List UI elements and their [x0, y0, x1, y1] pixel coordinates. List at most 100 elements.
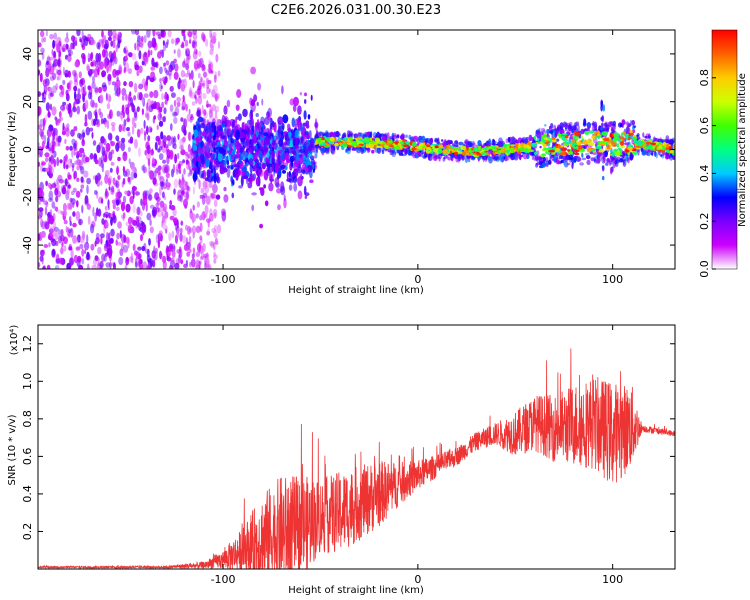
spectrogram-speckle: [123, 47, 127, 54]
spectrogram-speckle: [176, 249, 182, 254]
spectrogram-blob: [289, 131, 292, 142]
spectrogram-speckle: [46, 264, 51, 269]
spectrogram-speckle: [111, 199, 116, 204]
spectrogram-line-core: [649, 148, 655, 151]
spectrogram-line-halo: [619, 157, 624, 163]
spectrogram-speckle: [163, 62, 166, 67]
spectrogram-speckle: [187, 225, 191, 235]
spectrogram-speckle: [56, 157, 60, 167]
colorbar-gradient: [711, 29, 738, 270]
spectrogram-speckle: [186, 251, 191, 257]
spectrogram-speckle: [129, 136, 134, 144]
spectrogram-line-halo: [571, 162, 574, 169]
spectrogram-line-core: [375, 145, 382, 148]
spectrogram-speckle: [94, 102, 98, 109]
spectrogram-line-halo: [321, 132, 326, 136]
spectrogram-speckle: [143, 93, 149, 98]
spectrogram-blob: [304, 92, 307, 97]
spectrogram-speckle: [49, 215, 55, 225]
spectrogram-spike: [610, 126, 614, 132]
spectrogram-blob: [282, 142, 287, 151]
spectrogram-line-core: [411, 147, 415, 152]
spectrogram-blob: [304, 130, 310, 135]
spectrogram-line-core: [596, 133, 600, 137]
spectrogram-line-core: [453, 151, 459, 156]
spectrogram-speckle: [45, 180, 48, 187]
spectrogram-line-halo: [505, 138, 509, 144]
spectrogram-blob: [260, 138, 264, 147]
spectrogram-blob: [303, 110, 307, 120]
spectrogram-blob: [242, 108, 248, 118]
spectrogram-line-core: [631, 136, 637, 139]
spectrogram-speckle: [170, 257, 175, 264]
spectrogram-line-halo: [487, 150, 492, 155]
spectrogram-line-halo: [605, 162, 609, 166]
spectrogram-spike: [232, 179, 235, 186]
spectrogram-speckle: [190, 258, 196, 268]
spectrogram-speckle: [149, 188, 153, 194]
spectrogram-spike: [554, 133, 557, 138]
spectrogram-line-halo: [389, 152, 394, 156]
spectrogram-line-core: [588, 142, 595, 147]
spectrogram-line-core: [659, 145, 663, 150]
spectrogram-speckle: [141, 60, 145, 66]
spectrogram-speckle: [179, 227, 183, 234]
spectrogram-blob: [224, 125, 227, 135]
spectrogram-speckle: [147, 50, 151, 58]
spectrogram-speckle: [122, 177, 126, 185]
spectrogram-line-halo: [401, 153, 407, 157]
spectrogram-blob: [307, 144, 313, 152]
spectrogram-line-core: [510, 144, 516, 147]
spectrogram-speckle: [117, 40, 121, 49]
spectrogram-y-tick-label: -20: [21, 188, 34, 206]
spectrogram-speckle: [49, 209, 53, 216]
spectrogram-line-halo: [482, 156, 488, 161]
spectrogram-speckle: [104, 205, 108, 211]
spectrogram-speckle: [83, 170, 89, 178]
spectrogram-speckle: [178, 248, 183, 258]
spectrogram-line-core: [619, 141, 625, 146]
spectrogram-speckle: [150, 49, 153, 56]
spectrogram-spike: [252, 125, 255, 132]
spectrogram-speckle: [127, 216, 133, 225]
spectrogram-speckle: [213, 199, 218, 207]
spectrogram-speckle: [163, 141, 167, 148]
spectrogram-speckle: [91, 39, 96, 45]
spectrogram-blob: [257, 168, 264, 177]
spectrogram-speckle: [182, 189, 185, 197]
spectrogram-blob: [212, 183, 218, 194]
spectrogram-line-core: [580, 135, 584, 139]
spectrogram-line-halo: [447, 139, 451, 146]
spectrogram-speckle: [45, 30, 48, 37]
spectrogram-line-halo: [424, 138, 429, 143]
spectrogram-speckle: [43, 93, 47, 99]
spectrogram-speckle: [104, 121, 107, 128]
spectrogram-blob: [308, 130, 312, 140]
spectrogram-speckle: [202, 79, 206, 89]
spectrogram-speckle: [54, 187, 59, 196]
spectrogram-speckle: [110, 141, 115, 147]
spectrogram-speckle: [149, 170, 154, 180]
spectrogram-line-core: [506, 148, 510, 154]
spectrogram-speckle: [215, 94, 219, 102]
spectrogram-spike: [231, 192, 235, 199]
spectrogram-speckle: [168, 232, 172, 242]
spectrogram-line-halo: [359, 132, 363, 138]
spectrogram-speckle: [92, 206, 95, 217]
spectrogram-line-halo: [629, 154, 634, 161]
spectrogram-blob: [293, 182, 298, 192]
spectrogram-blob: [238, 153, 242, 165]
spectrogram-speckle: [214, 240, 220, 246]
spectrogram-blob: [249, 175, 253, 185]
snr-scale-label: (x10⁴): [9, 325, 20, 356]
spectrogram-speckle: [123, 68, 126, 74]
spectrogram-speckle: [76, 30, 81, 37]
spectrogram-speckle: [96, 42, 100, 50]
spectrogram-speckle: [117, 138, 120, 149]
spectrogram-line-halo: [585, 152, 590, 156]
spectrogram-speckle: [202, 181, 207, 190]
spectrogram-speckle: [43, 200, 49, 206]
spectrogram-speckle: [101, 49, 106, 58]
spectrogram-speckle: [122, 151, 128, 162]
spectrogram-speckle: [153, 89, 159, 99]
